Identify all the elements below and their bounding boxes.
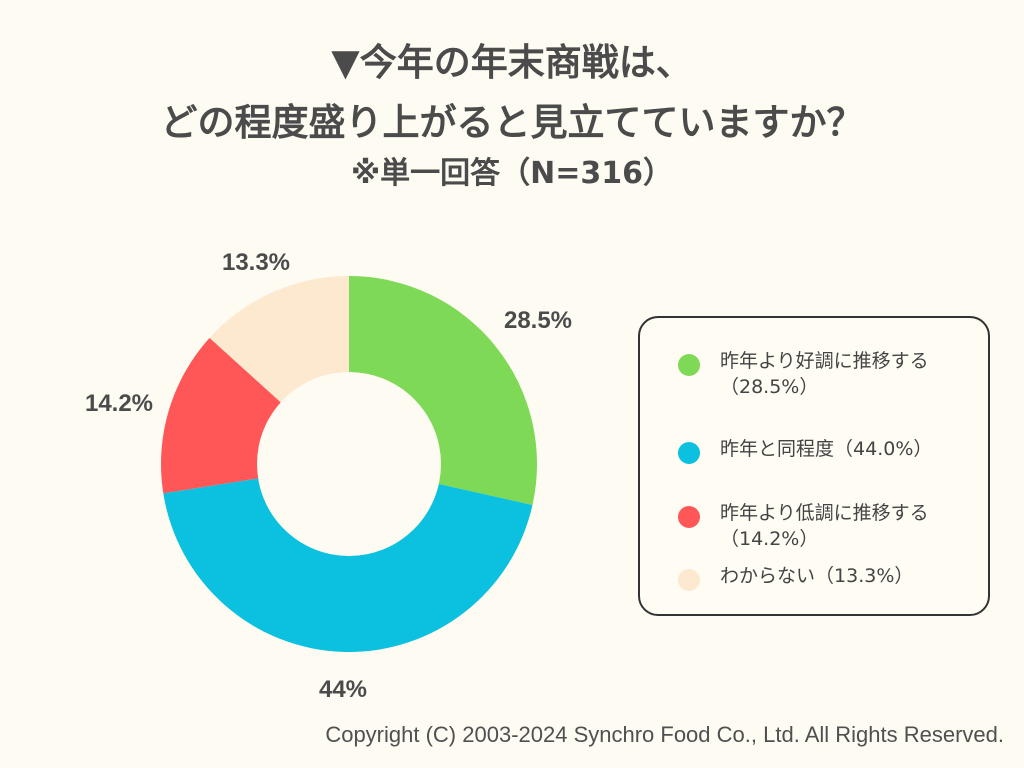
legend-item-3: わからない（13.3%） — [678, 563, 913, 591]
legend-label-3: わからない — [720, 565, 816, 587]
chart-title-line1: ▼今年の年末商戦は、 — [331, 41, 693, 84]
legend-item-0: 昨年より好調に推移する （28.5%） — [678, 348, 929, 400]
data-label-slice-2: 14.2% — [85, 390, 153, 417]
legend-label-0: 昨年より好調に推移する — [720, 350, 929, 372]
legend-item-2: 昨年より低調に推移する （14.2%） — [678, 500, 929, 552]
data-label-slice-1: 44% — [319, 676, 367, 703]
donut-slice-1 — [163, 464, 533, 652]
legend-swatch-2 — [678, 506, 700, 528]
legend: 昨年より好調に推移する （28.5%） 昨年と同程度（44.0%） 昨年より低調… — [638, 316, 990, 616]
legend-swatch-1 — [678, 442, 700, 464]
legend-swatch-3 — [678, 569, 700, 591]
chart-subtitle: ※単一回答（N=316） — [350, 156, 674, 191]
data-label-slice-3: 13.3% — [222, 249, 290, 276]
legend-value-3: （13.3%） — [815, 565, 914, 587]
chart-title-line2: どの程度盛り上がると見立てていますか？ — [160, 101, 864, 144]
legend-label-2: 昨年より低調に推移する — [720, 502, 929, 524]
legend-value-2: （14.2%） — [720, 528, 819, 550]
legend-label-1: 昨年と同程度 — [720, 438, 835, 460]
legend-swatch-0 — [678, 354, 700, 376]
legend-value-0: （28.5%） — [720, 376, 819, 398]
copyright-notice: Copyright (C) 2003-2024 Synchro Food Co.… — [325, 722, 1004, 747]
legend-value-1: （44.0%） — [834, 438, 933, 460]
legend-item-1: 昨年と同程度（44.0%） — [678, 436, 932, 464]
data-label-slice-0: 28.5% — [504, 307, 572, 334]
donut-hole — [257, 372, 441, 556]
